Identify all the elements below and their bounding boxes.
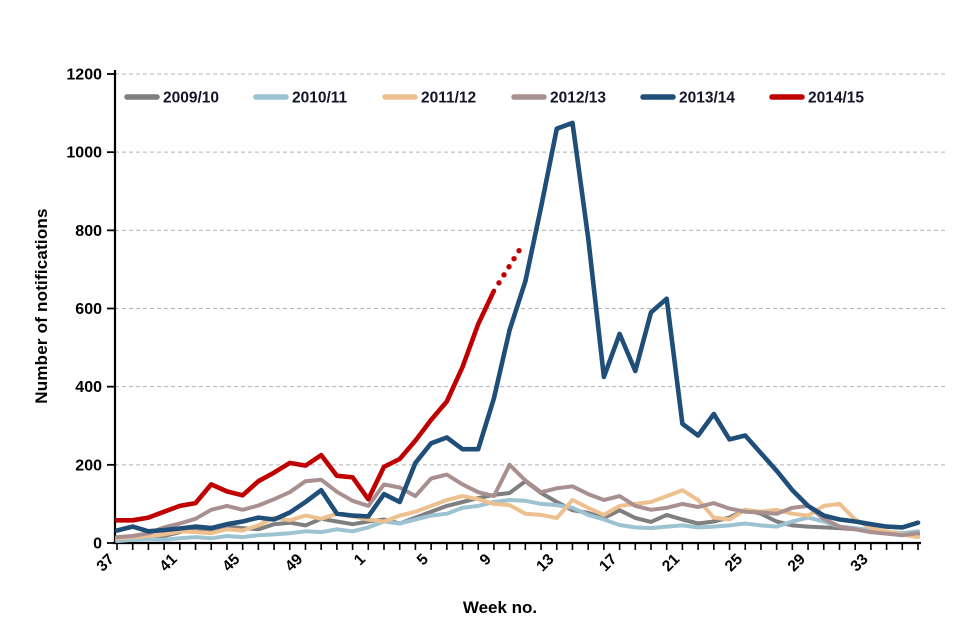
y-tick-label: 200: [75, 457, 102, 474]
y-tick-label: 400: [75, 379, 102, 396]
legend-item: 2009/10: [124, 90, 219, 107]
dotted-extension-point: [501, 272, 507, 278]
x-tick-label: 21: [659, 551, 683, 575]
y-tick-label: 600: [75, 301, 102, 318]
legend-label: 2012/13: [550, 90, 606, 107]
legend-label: 2014/15: [808, 90, 864, 107]
x-tick-label: 41: [156, 551, 180, 575]
legend-item: 2011/12: [382, 90, 476, 107]
y-tick-label: 0: [93, 536, 102, 553]
legend-label: 2013/14: [679, 90, 735, 107]
dotted-extension-point: [506, 264, 512, 270]
series-line-2013-14: [114, 120, 921, 534]
x-tick-label: 17: [596, 551, 620, 575]
legend-item: 2014/15: [769, 90, 864, 107]
legend-item: 2010/11: [253, 90, 348, 107]
x-tick-label: 5: [414, 551, 432, 569]
dotted-extension-point: [496, 280, 502, 286]
x-tick-label: 9: [477, 551, 495, 569]
series-line-2012-13: [115, 462, 920, 540]
series-line-2010-11: [115, 498, 920, 543]
x-tick-label: 33: [847, 551, 871, 575]
x-tick-label: 13: [533, 551, 557, 575]
x-tick-label: 25: [722, 551, 746, 575]
legend-label: 2010/11: [292, 90, 348, 107]
x-tick-label: 37: [94, 551, 118, 575]
y-axis-title: Number of notifications: [32, 208, 51, 404]
legend-label: 2011/12: [421, 90, 476, 107]
y-tick-label: 1000: [66, 145, 102, 162]
x-tick-label: 45: [219, 551, 243, 575]
x-tick-label: 49: [282, 551, 306, 575]
x-tick-label: 1: [351, 551, 369, 569]
legend-item: 2013/14: [640, 90, 735, 107]
y-tick-label: 800: [75, 223, 102, 240]
x-axis-title: Week no.: [462, 598, 538, 617]
x-tick-label: 29: [785, 551, 809, 575]
dotted-extension-point: [516, 247, 522, 254]
y-tick-label: 1200: [66, 67, 102, 84]
legend-label: 2009/10: [163, 90, 219, 107]
series-line-2014-15: [114, 288, 497, 523]
legend-item: 2012/13: [511, 90, 606, 107]
dotted-extension-point: [511, 256, 517, 262]
